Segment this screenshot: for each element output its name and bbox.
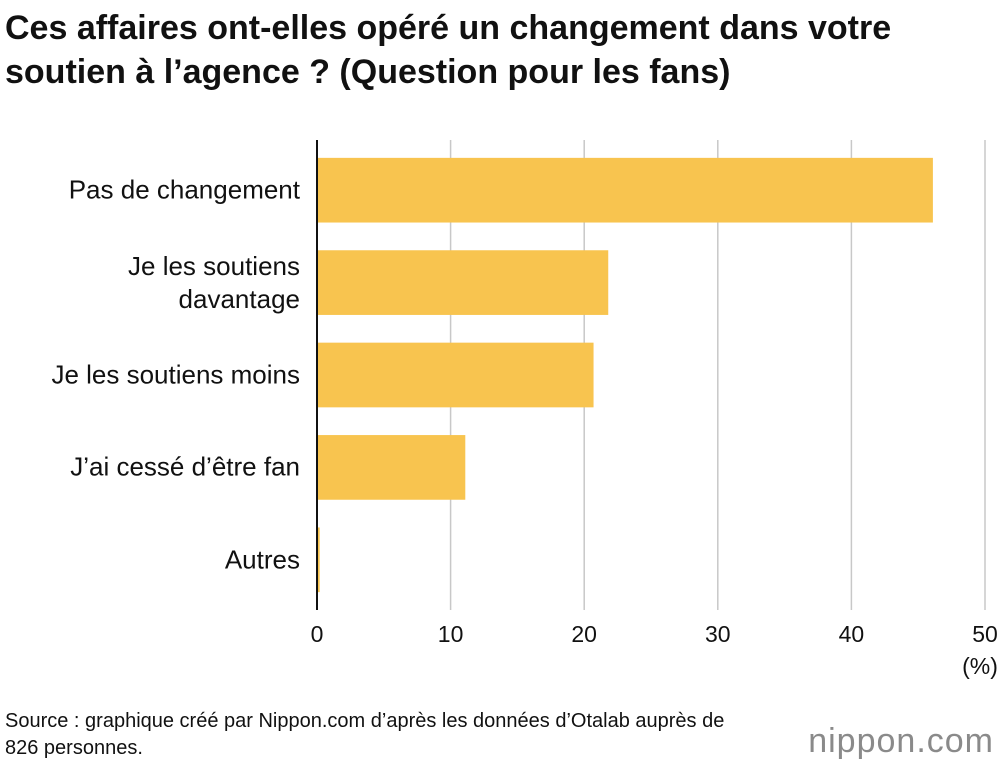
x-tick-label: 10 (438, 621, 464, 647)
y-tick-label: J’ai cessé d’être fan (70, 451, 300, 482)
x-tick-label: 40 (839, 621, 865, 647)
bar (317, 250, 609, 315)
bar (317, 435, 466, 500)
bar (317, 342, 594, 408)
x-unit-label: (%) (962, 653, 998, 679)
y-tick-label: Pas de changement (68, 174, 300, 205)
y-tick-label: Je les soutiens moins (51, 359, 300, 390)
bar (317, 157, 933, 223)
x-tick-label: 30 (705, 621, 731, 647)
bar (317, 527, 320, 593)
x-tick-label: 50 (972, 621, 998, 647)
chart-title: Ces affaires ont-elles opéré un changeme… (5, 9, 892, 91)
x-tick-label: 0 (311, 621, 324, 647)
source-note: Source : graphique créé par Nippon.com d… (5, 710, 725, 759)
y-tick-label: Autres (224, 544, 300, 575)
y-tick-label: Je les soutiens davantage (128, 250, 300, 314)
logo: nippon.com (808, 722, 994, 760)
x-tick-label: 20 (571, 621, 597, 647)
